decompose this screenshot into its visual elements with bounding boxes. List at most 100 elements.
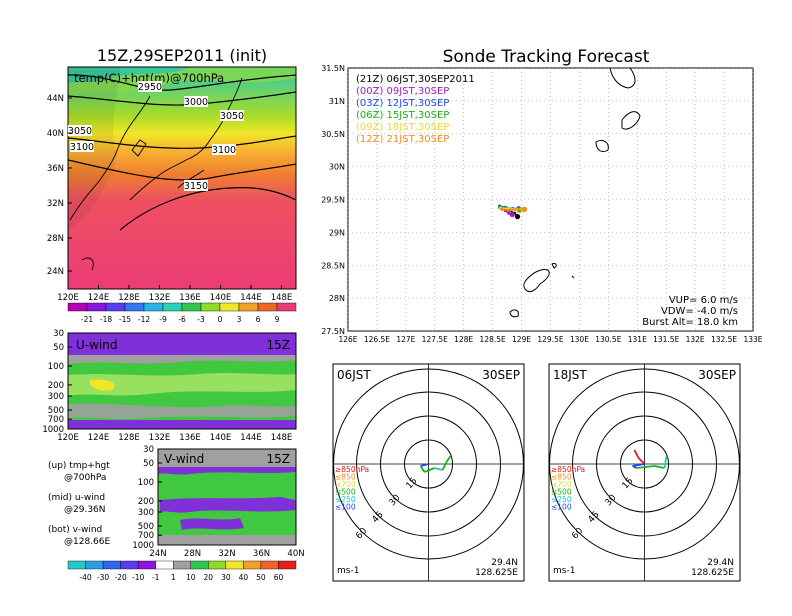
track-lon-tick: 130.5E xyxy=(595,335,621,344)
track-lon-tick: 132E xyxy=(686,335,705,344)
hodograph-level-label: ≤100 xyxy=(551,503,572,512)
v-pressure-tick: 200 xyxy=(138,497,154,507)
wind-colorbar-label: 40 xyxy=(239,573,249,582)
temp-colorbar-label: -3 xyxy=(197,315,205,324)
u-lon-tick: 120E xyxy=(57,433,79,443)
temp-colorbar-swatch xyxy=(124,302,145,312)
coastlines xyxy=(69,77,243,271)
map-title: 15Z,29SEP2011 (init) xyxy=(97,46,267,65)
v-pressure-tick: 30 xyxy=(143,445,154,455)
map-lon-tick: 124E xyxy=(88,293,110,303)
map-lon-ticks: 120E 124E 128E 132E 136E 140E 144E 148E xyxy=(57,285,292,303)
wind-colorbar-swatch xyxy=(208,560,227,570)
track-param: Burst Alt= 18.0 km xyxy=(642,317,738,328)
note-sub: @29.36N xyxy=(64,505,106,515)
track-lon-tick: 128E xyxy=(454,335,473,344)
hodograph-level-label: ≤700 xyxy=(551,480,572,489)
hodograph-level-label: ≤700 xyxy=(335,480,356,489)
track-frame xyxy=(347,67,754,332)
contour-label-bg xyxy=(220,110,244,121)
contour-label: 3050 xyxy=(220,111,244,122)
temp-colorbar-swatch xyxy=(105,302,126,312)
track-lon-tick: 131E xyxy=(628,335,647,344)
hodograph-segment xyxy=(632,463,645,467)
hodograph-segment xyxy=(637,457,646,465)
track-end-point xyxy=(514,213,521,220)
track-point xyxy=(507,211,511,215)
u-lon-tick: 136E xyxy=(179,433,201,443)
wind-colorbar-label: -1 xyxy=(152,573,160,582)
track-lon-tick: 131.5E xyxy=(653,335,679,344)
map-lon-tick: 148E xyxy=(271,293,293,303)
track-lat-ticks: 31.5N 31N 30.5N 30N 29.5N 29N 28.5N 28N 27.5N xyxy=(321,64,345,336)
v-wind-field xyxy=(158,449,296,545)
track-legend-entry: (06Z) 15JST,30SEP xyxy=(356,110,449,121)
temp-colorbar-label: -21 xyxy=(81,315,93,324)
hodograph-level-label: ≤500 xyxy=(551,488,572,497)
track-lon-tick: 128.5E xyxy=(480,335,506,344)
wind-colorbar-swatch xyxy=(102,560,121,570)
wind-colorbar-label: -30 xyxy=(97,573,109,582)
temp-map-field xyxy=(68,67,296,289)
temp-colorbar-label: -6 xyxy=(178,315,186,324)
track-legend-entry: (00Z) 09JST,30SEP xyxy=(356,86,449,97)
v-lat-tick: 32N xyxy=(218,549,235,559)
wind-colorbar-label: 50 xyxy=(256,573,266,582)
hodograph-level-label: ≥850hPa xyxy=(551,465,585,474)
note-head: (mid) u-wind xyxy=(48,493,105,503)
u-wind-field xyxy=(68,333,296,429)
hodograph-segment xyxy=(434,467,443,471)
map-lat-tick: 36N xyxy=(47,164,64,174)
track-lat-tick: 27.5N xyxy=(321,327,345,336)
temp-colorbar-swatch xyxy=(143,302,164,312)
map-label: temp(C)+hgt(m)@700hPa xyxy=(74,71,224,85)
temp-colorbar-label: 3 xyxy=(237,315,242,324)
v-wind-time: 15Z xyxy=(267,452,291,466)
hodograph-segment xyxy=(633,449,640,459)
u-lon-tick: 128E xyxy=(118,433,140,443)
track-lon-tick: 126E xyxy=(338,335,357,344)
track-point xyxy=(508,208,512,212)
hodograph-level-label: ≤250 xyxy=(335,495,356,504)
u-pressure-tick: 30 xyxy=(53,329,64,339)
hodograph-level-label: ≥850hPa xyxy=(335,465,369,474)
v-lat-tick: 40N xyxy=(287,549,304,559)
hodograph-segment xyxy=(420,463,429,467)
u-pressure-tick: 700 xyxy=(48,415,64,425)
map-frame xyxy=(67,66,297,290)
track-point xyxy=(516,207,520,211)
hodograph-segment xyxy=(663,455,668,469)
track-lon-tick: 133E xyxy=(743,335,762,344)
hodograph-segment xyxy=(424,467,435,473)
wind-colorbar-label: 1 xyxy=(171,573,176,582)
track-series xyxy=(497,204,528,220)
track-legend-entry: (12Z) 21JST,30SEP xyxy=(356,134,449,145)
u-lon-tick: 140E xyxy=(210,433,232,443)
hodograph-segment xyxy=(636,465,655,469)
track-lat-tick: 31.5N xyxy=(321,64,345,73)
hodograph-time: 06JST xyxy=(337,368,371,382)
track-point xyxy=(500,207,504,211)
map-lat-tick: 24N xyxy=(47,267,64,277)
u-pressure-tick: 100 xyxy=(48,362,64,372)
temp-colorbar: -21 -18 -15 -12 -9 -6 -3 0 3 6 9 xyxy=(67,302,297,324)
map-lon-tick: 132E xyxy=(149,293,171,303)
track-lon-tick: 127.5E xyxy=(422,335,448,344)
hodograph-segment xyxy=(654,465,665,469)
hodograph-level-label: ≤850 xyxy=(335,473,356,482)
track-end-point xyxy=(521,206,528,212)
map-lat-tick: 40N xyxy=(47,129,64,139)
v-pressure-tick: 700 xyxy=(138,531,154,541)
track-lat-tick: 28.5N xyxy=(321,261,345,270)
temp-colorbar-swatch xyxy=(238,302,259,312)
track-lat-tick: 29N xyxy=(329,228,345,237)
hodograph-lon: 128.625E xyxy=(475,568,518,578)
track-lat-tick: 31N xyxy=(329,97,345,106)
wind-colorbar-label: 30 xyxy=(221,573,231,582)
map-lon-tick: 128E xyxy=(118,293,140,303)
track-lat-tick: 30N xyxy=(329,163,345,172)
track-lat-tick: 30.5N xyxy=(321,130,345,139)
wind-colorbar-label: 60 xyxy=(274,573,284,582)
